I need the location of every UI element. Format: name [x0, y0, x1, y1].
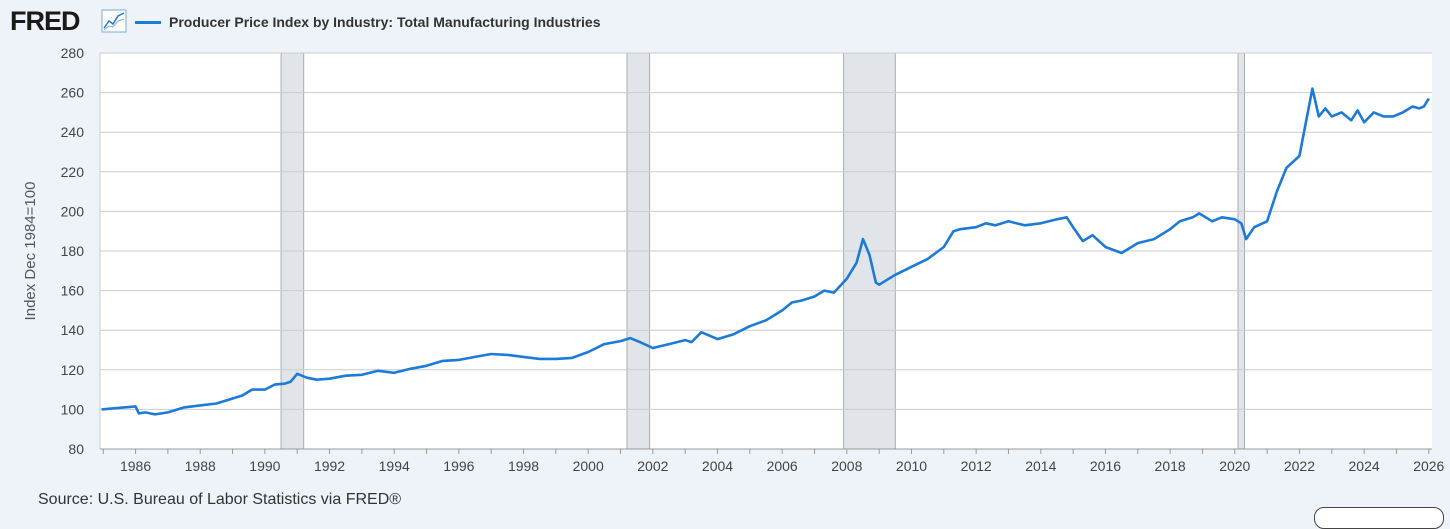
x-tick-label-2006: 2006: [767, 458, 798, 474]
x-tick-label-1986: 1986: [120, 458, 151, 474]
y-tick-label-200: 200: [61, 203, 85, 219]
x-tick-label-2020: 2020: [1219, 458, 1250, 474]
y-tick-label-220: 220: [61, 164, 85, 180]
y-tick-label-180: 180: [61, 243, 85, 259]
x-tick-label-1992: 1992: [314, 458, 345, 474]
y-tick-label-240: 240: [61, 124, 85, 140]
x-tick-label-2018: 2018: [1155, 458, 1186, 474]
x-tick-label-2022: 2022: [1284, 458, 1315, 474]
y-tick-label-80: 80: [68, 441, 84, 457]
x-tick-label-1990: 1990: [249, 458, 280, 474]
axes: 80 100 120 140 160 180 200 220 240 260 280 1986 1988…: [22, 45, 1445, 474]
legend-line-swatch: [135, 20, 161, 24]
y-tick-label-160: 160: [61, 283, 85, 299]
series-layer: [101, 87, 1430, 416]
chart-legend[interactable]: Producer Price Index by Industry: Total …: [135, 12, 600, 32]
x-tick-label-1988: 1988: [185, 458, 216, 474]
fred-logo[interactable]: FRED: [10, 6, 80, 36]
x-tick-label-1998: 1998: [508, 458, 539, 474]
line-chart-icon: [101, 9, 127, 33]
y-tick-label-120: 120: [61, 362, 85, 378]
x-tick-label-2014: 2014: [1025, 458, 1056, 474]
x-tick-label-2002: 2002: [637, 458, 668, 474]
y-tick-label-280: 280: [61, 45, 85, 61]
x-tick-label-2012: 2012: [961, 458, 992, 474]
source-note: Source: U.S. Bureau of Labor Statistics …: [38, 491, 402, 508]
x-tick-label-2024: 2024: [1349, 458, 1380, 474]
x-tick-label-1996: 1996: [443, 458, 474, 474]
ppi-line-chart[interactable]: 80 100 120 140 160 180 200 220 240 260 280 1986 1988…: [0, 0, 1450, 490]
x-tick-label-2000: 2000: [573, 458, 604, 474]
gridlines: [100, 52, 1432, 450]
edit-graph-button[interactable]: [1314, 507, 1444, 529]
y-tick-label-100: 100: [61, 401, 85, 417]
y-tick-label-140: 140: [61, 322, 85, 338]
x-tick-label-1994: 1994: [379, 458, 410, 474]
x-tick-label-2026: 2026: [1413, 458, 1444, 474]
series-line-0: [101, 87, 1430, 416]
x-tick-label-2016: 2016: [1090, 458, 1121, 474]
x-tick-label-2010: 2010: [896, 458, 927, 474]
x-tick-label-2008: 2008: [831, 458, 862, 474]
y-axis-title: Index Dec 1984=100: [22, 182, 39, 321]
legend-label: Producer Price Index by Industry: Total …: [169, 14, 601, 30]
chart-header: FRED Producer Price Index by Industry: T…: [0, 0, 1450, 44]
y-tick-label-260: 260: [61, 85, 85, 101]
x-tick-label-2004: 2004: [702, 458, 733, 474]
